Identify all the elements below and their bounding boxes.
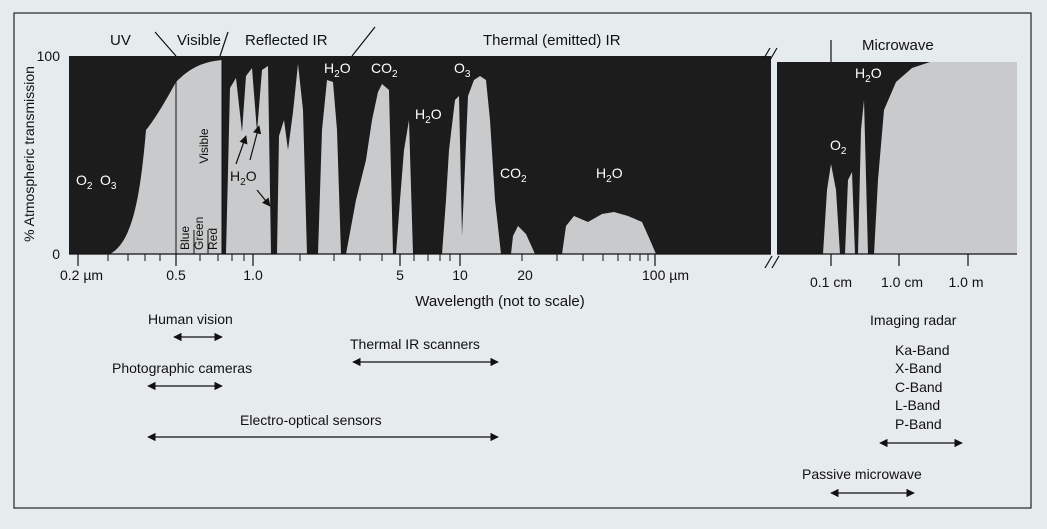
region-thermal-ir: Thermal (emitted) IR — [483, 32, 621, 49]
transmission-windows-right — [823, 62, 1017, 254]
sensor-imaging-radar: Imaging radar — [870, 312, 957, 328]
y-tick-0: 0 — [52, 246, 60, 262]
sensor-photographic-cameras: Photographic cameras — [112, 360, 252, 376]
label-o3-thermal: O3 — [454, 60, 471, 80]
sensor-thermal-ir-scanners: Thermal IR scanners — [350, 336, 480, 352]
sensor-passive-microwave: Passive microwave — [802, 466, 922, 482]
label-h2o-3: H2O — [596, 165, 623, 185]
radar-band-x: X-Band — [895, 360, 942, 376]
absorber-labels: O2 O3 H2O H2O CO2 H2O O3 CO2 H2O O2 H2O — [76, 60, 882, 192]
region-visible: Visible — [177, 32, 221, 49]
radar-band-ka: Ka-Band — [895, 342, 949, 358]
x-axis-ticks — [69, 253, 1017, 266]
x-axis-minor-ticks — [107, 254, 649, 261]
x-tick-1-0: 1.0 — [243, 267, 263, 283]
label-h2o-microwave: H2O — [855, 65, 882, 85]
label-co2-1: CO2 — [371, 60, 398, 80]
region-header-lines — [154, 26, 832, 62]
visible-band-lines — [175, 60, 223, 254]
sensor-electro-optical: Electro-optical sensors — [240, 412, 382, 428]
label-o2-uv: O2 — [76, 172, 93, 192]
radar-band-p: P-Band — [895, 416, 942, 432]
axis-break-marks — [762, 47, 780, 269]
band-blue: Blue — [178, 226, 192, 250]
label-h2o-2: H2O — [415, 106, 442, 126]
x-axis-title: Wavelength (not to scale) — [415, 293, 585, 310]
radar-band-l: L-Band — [895, 397, 940, 413]
x-tick-5: 5 — [396, 267, 404, 283]
region-uv: UV — [110, 32, 131, 49]
x-tick-0-2um: 0.2 µm — [60, 267, 103, 283]
x-tick-20: 20 — [517, 267, 533, 283]
transmission-windows-left — [110, 60, 656, 254]
y-axis-label: % Atmospheric transmission — [21, 66, 37, 242]
region-reflected-ir: Reflected IR — [245, 32, 328, 49]
h2o-pointer-arrows — [235, 125, 271, 207]
region-microwave: Microwave — [862, 37, 934, 54]
band-red: Red — [206, 228, 220, 250]
x-tick-1-0m: 1.0 m — [948, 274, 983, 290]
sensor-human-vision: Human vision — [148, 311, 233, 327]
visible-vertical-label: Visible — [197, 128, 211, 163]
band-green: Green — [192, 217, 206, 250]
radar-band-c: C-Band — [895, 379, 942, 395]
label-o2-microwave: O2 — [830, 137, 847, 157]
x-tick-0-1cm: 0.1 cm — [810, 274, 852, 290]
transmission-panel-right — [777, 62, 1017, 254]
x-tick-100um: 100 µm — [642, 267, 689, 283]
x-tick-0-5: 0.5 — [166, 267, 186, 283]
label-co2-2: CO2 — [500, 165, 527, 185]
label-h2o-reflected: H2O — [230, 168, 257, 188]
sensor-range-arrows — [147, 332, 963, 498]
label-h2o-1: H2O — [324, 60, 351, 80]
x-tick-10: 10 — [452, 267, 468, 283]
x-tick-1-0cm: 1.0 cm — [881, 274, 923, 290]
y-tick-100: 100 — [37, 48, 61, 64]
figure-frame — [13, 12, 1032, 509]
transmission-panel-left — [69, 56, 771, 254]
label-o3-uv: O3 — [100, 172, 117, 192]
